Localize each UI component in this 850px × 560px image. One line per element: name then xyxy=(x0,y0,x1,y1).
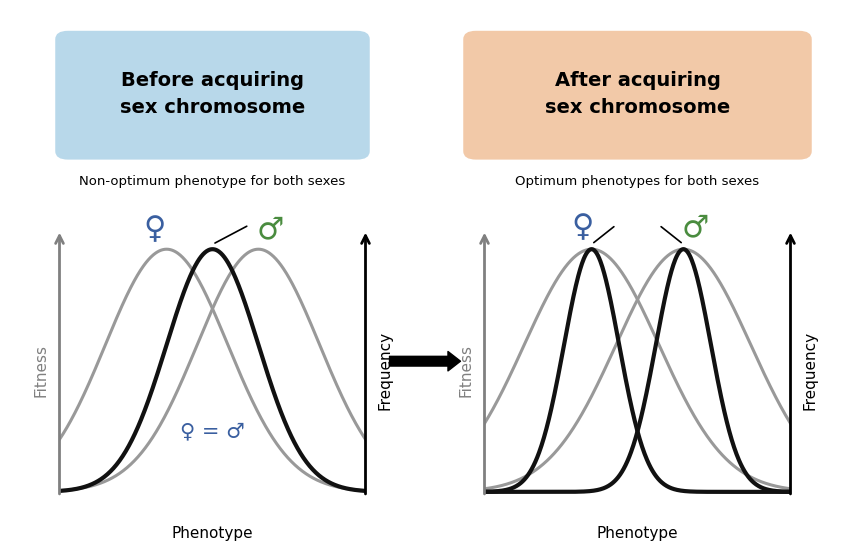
Text: Fitness: Fitness xyxy=(459,344,473,397)
Text: ♂: ♂ xyxy=(257,216,285,244)
Text: ♀: ♀ xyxy=(143,216,166,244)
Text: Before acquiring
sex chromosome: Before acquiring sex chromosome xyxy=(120,71,305,117)
Text: Phenotype: Phenotype xyxy=(172,526,253,540)
Text: After acquiring
sex chromosome: After acquiring sex chromosome xyxy=(545,71,730,117)
Text: Fitness: Fitness xyxy=(34,344,48,397)
Text: ♂: ♂ xyxy=(682,213,710,242)
Text: Non-optimum phenotype for both sexes: Non-optimum phenotype for both sexes xyxy=(79,175,346,189)
Text: Frequency: Frequency xyxy=(803,331,818,410)
Text: ♀: ♀ xyxy=(571,213,593,242)
Text: Optimum phenotypes for both sexes: Optimum phenotypes for both sexes xyxy=(515,175,760,189)
Text: Frequency: Frequency xyxy=(378,331,393,410)
Text: Phenotype: Phenotype xyxy=(597,526,678,540)
Text: ♀ = ♂: ♀ = ♂ xyxy=(180,421,245,441)
